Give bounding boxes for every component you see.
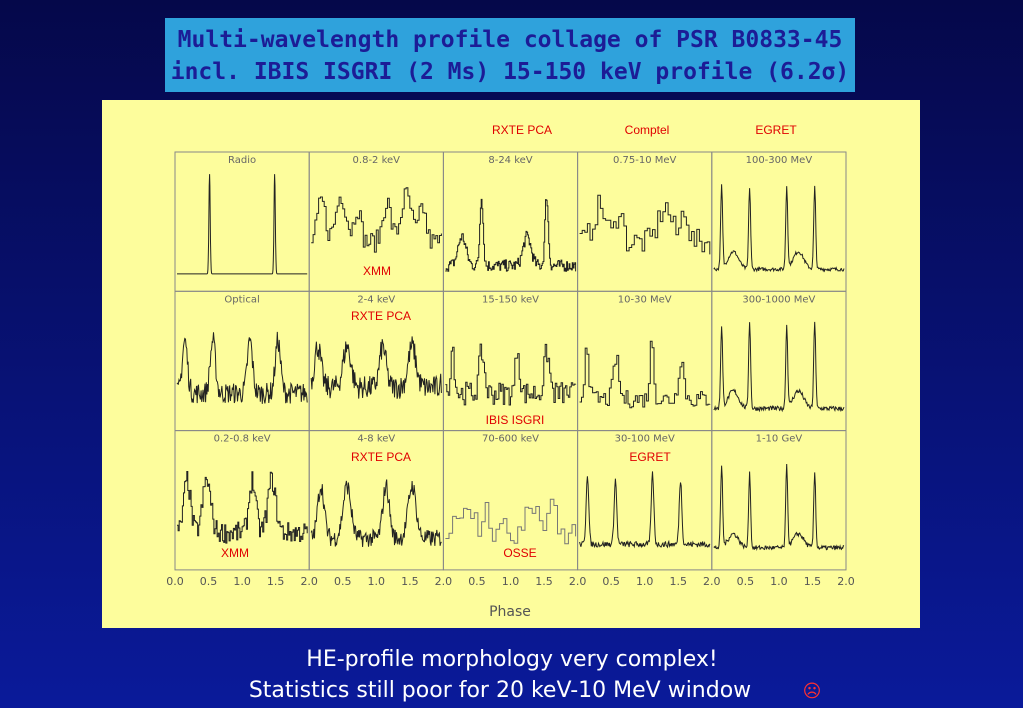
panel-label: 100-300 MeV [746,155,813,166]
x-tick-label: 2.0 [435,575,453,588]
profile-curve [579,194,711,255]
x-tick-label: 1.5 [267,575,285,588]
x-tick-label: 2.0 [569,575,587,588]
instrument-label: XMM [363,264,391,278]
instrument-label: IBIS ISGRI [486,413,545,427]
panel-frame [711,430,847,571]
profile-curve [445,498,577,545]
profile-curve [177,471,308,544]
panel-label: 10-30 MeV [618,294,672,305]
title-box [165,18,855,92]
instrument-label: XMM [221,546,249,560]
profile-curve [311,187,442,253]
instrument-label: RXTE PCA [351,450,411,464]
x-tick-label: 0.5 [602,575,620,588]
x-axis-label: Phase [489,604,531,620]
panel-label: 2-4 keV [357,294,395,305]
plot-grid: Radio 0.8-2 keV 8-24 keV 0.75-10 MeV 100-300… [166,123,855,588]
instrument-label: EGRET [755,123,797,137]
panel-label: 0.2-0.8 keV [214,434,271,445]
x-tick-label: 0.5 [200,575,218,588]
instrument-label: RXTE PCA [351,309,411,323]
x-tick-label: 1.5 [535,575,553,588]
panel-label: 8-24 keV [488,155,532,166]
instrument-label: RXTE PCA [492,123,552,137]
instrument-label: Comptel [625,123,670,137]
profile-curve [445,343,577,406]
profile-curve [310,336,442,399]
profile-curve [713,321,845,413]
x-tick-label: 0.5 [737,575,755,588]
emoticon: ☹ [803,681,822,702]
x-tick-label: 0.5 [468,575,486,588]
x-tick-label: 2.0 [300,575,318,588]
x-tick-label: 0.0 [166,575,184,588]
panel-label: Optical [224,294,259,305]
profile-curve [579,340,711,409]
profile-curve [176,331,308,404]
instrument-label: OSSE [503,546,536,560]
panel-label: 0.8-2 keV [353,155,401,166]
profile-curve [579,471,711,549]
x-tick-label: 2.0 [837,575,855,588]
profile-curve [445,198,577,272]
x-tick-label: 1.5 [670,575,688,588]
panel-label: 1-10 GeV [756,434,803,445]
x-tick-label: 2.0 [703,575,721,588]
x-tick-label: 1.0 [636,575,654,588]
x-tick-label: 1.0 [502,575,520,588]
panel-label: Radio [228,155,256,166]
x-tick-label: 1.0 [368,575,386,588]
x-tick-label: 1.5 [804,575,822,588]
panel-label: 15-150 keV [482,294,539,305]
title-line: Multi-wavelength profile collage of PSR … [178,27,843,53]
x-tick-label: 0.5 [334,575,352,588]
profile-curve [177,174,308,275]
x-tick-label: 1.0 [770,575,788,588]
panel-label: 70-600 keV [482,434,539,445]
panel-label: 300-1000 MeV [742,294,815,305]
title-line: incl. IBIS ISGRI (2 Ms) 15-150 keV profi… [171,59,850,85]
panel-label: 0.75-10 MeV [613,155,677,166]
profile-curve [713,184,845,273]
profile-curve [713,463,845,551]
panel-label: 4-8 keV [357,434,395,445]
footer-line: HE-profile morphology very complex! [306,647,717,672]
instrument-label: EGRET [629,450,671,464]
x-tick-label: 1.0 [233,575,251,588]
x-tick-label: 1.5 [401,575,419,588]
profile-curve [310,479,442,548]
footer-line: Statistics still poor for 20 keV-10 MeV … [249,678,751,703]
panel-label: 30-100 MeV [615,434,675,445]
